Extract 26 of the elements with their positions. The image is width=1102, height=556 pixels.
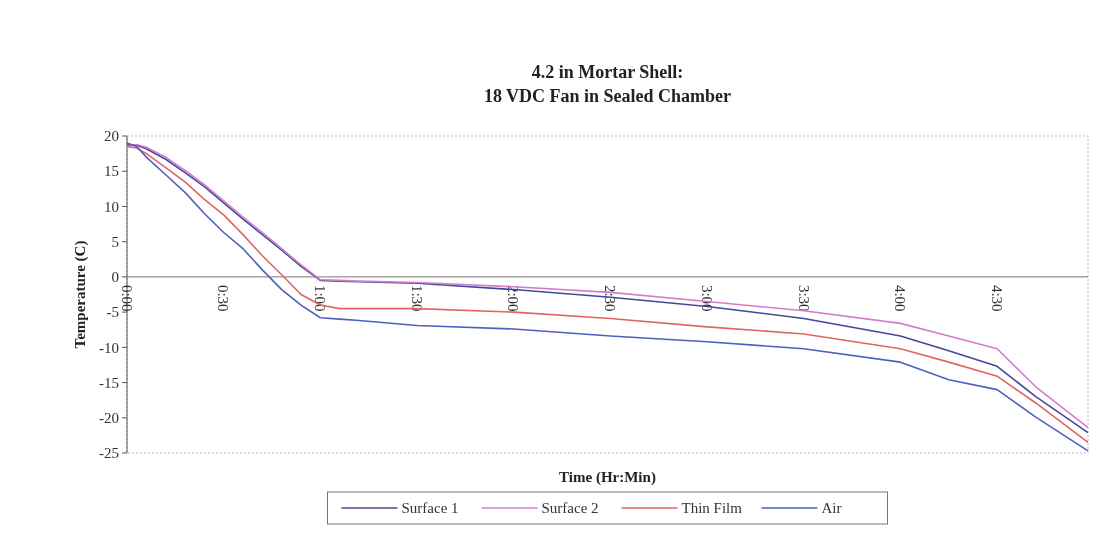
y-tick-label: 20 bbox=[104, 128, 119, 145]
y-tick-label: 0 bbox=[111, 269, 119, 286]
y-tick-label: 15 bbox=[104, 163, 119, 180]
x-axis-title: Time (Hr:Min) bbox=[559, 469, 656, 486]
y-tick-label: 10 bbox=[104, 198, 119, 215]
x-tick-label: 1:30 bbox=[408, 284, 425, 312]
y-tick-label: -25 bbox=[99, 445, 119, 462]
x-tick-label: 4:00 bbox=[892, 284, 909, 312]
x-tick-label: 2:30 bbox=[602, 284, 619, 312]
y-tick-label: -10 bbox=[99, 339, 119, 356]
y-tick-label: -20 bbox=[99, 410, 119, 427]
legend-label: Thin Film bbox=[681, 500, 743, 517]
y-tick-label: -5 bbox=[106, 304, 119, 321]
legend-label: Surface 2 bbox=[541, 500, 599, 517]
x-tick-label: 0:30 bbox=[215, 284, 232, 312]
x-tick-label: 4:30 bbox=[988, 284, 1005, 312]
chart-title: 4.2 in Mortar Shell: 18 VDC Fan in Sealed Chamber bbox=[483, 62, 732, 106]
legend-label: Air bbox=[821, 500, 842, 517]
y-axis-title: Temperature (C) bbox=[72, 240, 89, 349]
x-tick-label: 3:00 bbox=[698, 284, 715, 312]
x-tick-label: 0:00 bbox=[118, 284, 135, 312]
legend-label: Surface 1 bbox=[401, 500, 459, 517]
x-tick-label: 1:00 bbox=[312, 284, 329, 312]
x-tick-label: 3:30 bbox=[795, 284, 812, 312]
y-tick-label: 5 bbox=[111, 233, 119, 250]
y-tick-label: -15 bbox=[99, 374, 119, 391]
